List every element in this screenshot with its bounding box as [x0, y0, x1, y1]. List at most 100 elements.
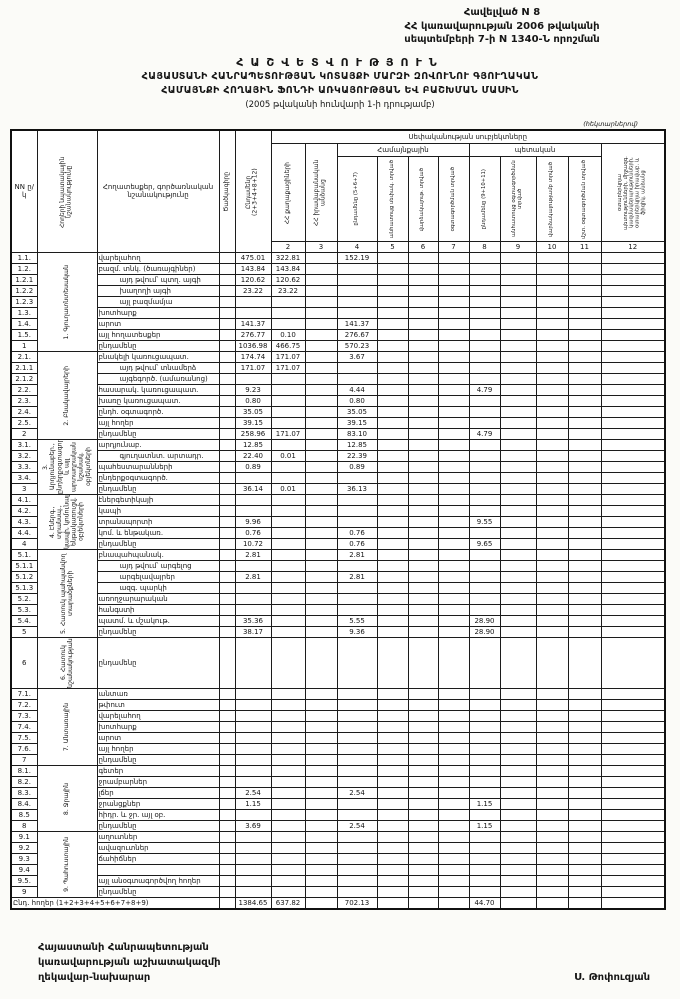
table-row: 2.3. խառը կառուցապատ. 0.80 0.80: [10, 395, 666, 408]
cell-c8: 4.79: [468, 428, 501, 441]
cell-c2: [270, 439, 306, 452]
cell-c11: [567, 549, 602, 562]
cell-c4: [336, 875, 378, 888]
cell-c1: [234, 864, 272, 877]
row-label: ընդամենը: [96, 626, 220, 639]
grand-total-c10: [535, 897, 569, 910]
table-row: 7.5. արոտ: [10, 732, 666, 745]
cell-c5: [376, 820, 409, 833]
cell-c12: [600, 527, 666, 540]
cell-c7: [437, 516, 470, 529]
cell-c9: [499, 732, 537, 745]
section-label-text-2: 2. Բնակավայրերի: [63, 365, 71, 426]
cell-c2: [270, 604, 306, 617]
cell-c7: [437, 296, 470, 309]
cell-c7: [437, 798, 470, 811]
cell-c4: 2.54: [336, 787, 378, 800]
cell-code: [218, 842, 236, 855]
cell-c11: [567, 710, 602, 723]
cell-c1: [234, 710, 272, 723]
cell-c1: 3.69: [234, 820, 272, 833]
cell-c8: [468, 743, 501, 756]
cell-c3: [304, 428, 338, 441]
cell-c5: [376, 538, 409, 551]
cell-c6: [407, 732, 439, 745]
cell-c5: [376, 406, 409, 419]
cell-c6: [407, 637, 439, 690]
cell-c5: [376, 516, 409, 529]
cell-code: [218, 721, 236, 734]
cell-c6: [407, 809, 439, 822]
table-row: 5.3. հանգստի: [10, 604, 666, 617]
col-number-10: 10: [535, 241, 569, 254]
cell-c6: [407, 329, 439, 342]
col-header-classification: Հողերի նպատակային նշանակությունը: [36, 129, 98, 254]
cell-c12: [600, 571, 666, 584]
cell-c9: [499, 340, 537, 353]
cell-c1: [234, 637, 272, 690]
row-label: արոտ: [96, 318, 220, 331]
cell-c9: [499, 615, 537, 628]
table-row: 3 ընդամենը 36.14 0.01 36.13: [10, 483, 666, 496]
row-label: բնակելի կառուցապատ.: [96, 351, 220, 364]
cell-c6: [407, 571, 439, 584]
cell-c12: [600, 710, 666, 723]
cell-c7: [437, 787, 470, 800]
cell-c12: [600, 875, 666, 888]
cell-c3: [304, 549, 338, 562]
cell-c6: [407, 593, 439, 606]
cell-c10: [535, 472, 569, 485]
cell-c2: [270, 864, 306, 877]
col-number-5: 5: [376, 241, 409, 254]
cell-code: [218, 710, 236, 723]
cell-c5: [376, 798, 409, 811]
cell-c12: [600, 699, 666, 712]
cell-c10: [535, 384, 569, 397]
cell-code: [218, 516, 236, 529]
row-number: 2.3.: [10, 395, 38, 408]
cell-c12: [600, 538, 666, 551]
cell-c12: [600, 886, 666, 899]
appendix-number: Հավելված N 8: [463, 7, 541, 18]
table-row: 9.5. այլ անօգտագործվող հողեր: [10, 875, 666, 888]
cell-c10: [535, 776, 569, 789]
cell-c8: [468, 439, 501, 452]
cell-code: [218, 384, 236, 397]
cell-c1: 1.15: [234, 798, 272, 811]
cell-code: [218, 582, 236, 595]
cell-c5: [376, 560, 409, 573]
cell-c3: [304, 886, 338, 899]
cell-c10: [535, 318, 569, 331]
cell-c11: [567, 516, 602, 529]
table-row: 2.1.1 այդ թվում՝ տնամերձ 171.07 171.07: [10, 362, 666, 375]
cell-c12: [600, 721, 666, 734]
row-number: 8.2.: [10, 776, 38, 789]
cell-c5: [376, 505, 409, 518]
cell-c1: [234, 373, 272, 386]
table-row: 2.5. այլ հողեր 39.15 39.15: [10, 417, 666, 430]
row-label: ընդամենը: [96, 483, 220, 496]
cell-c8: [468, 285, 501, 298]
row-number: 1: [10, 340, 38, 353]
cell-c5: [376, 307, 409, 320]
cell-c7: [437, 450, 470, 463]
cell-c2: 143.84: [270, 263, 306, 276]
cell-c3: [304, 263, 338, 276]
cell-c7: [437, 765, 470, 778]
row-number: 2: [10, 428, 38, 441]
header-row-3: ընդամենը (5+6+7) անհատույց սեփակ. տրված վա…: [11, 156, 665, 243]
cell-code: [218, 318, 236, 331]
cell-c12: [600, 505, 666, 518]
cell-c7: [437, 527, 470, 540]
cell-c3: [304, 571, 338, 584]
cell-c5: [376, 688, 409, 701]
col-header-foreign-text: օտարերկրյա պետությունների, միջազգ. կազմա…: [617, 155, 647, 230]
cell-c12: [600, 549, 666, 562]
section-label-text-9: 9. Պահուստային: [63, 837, 71, 893]
table-row: 2.1.2 այգեգործ. (ամառանոց): [10, 373, 666, 386]
cell-c8: [468, 329, 501, 342]
cell-c10: [535, 351, 569, 364]
row-label: ջրամբարներ: [96, 776, 220, 789]
cell-c10: [535, 743, 569, 756]
cell-c10: [535, 699, 569, 712]
